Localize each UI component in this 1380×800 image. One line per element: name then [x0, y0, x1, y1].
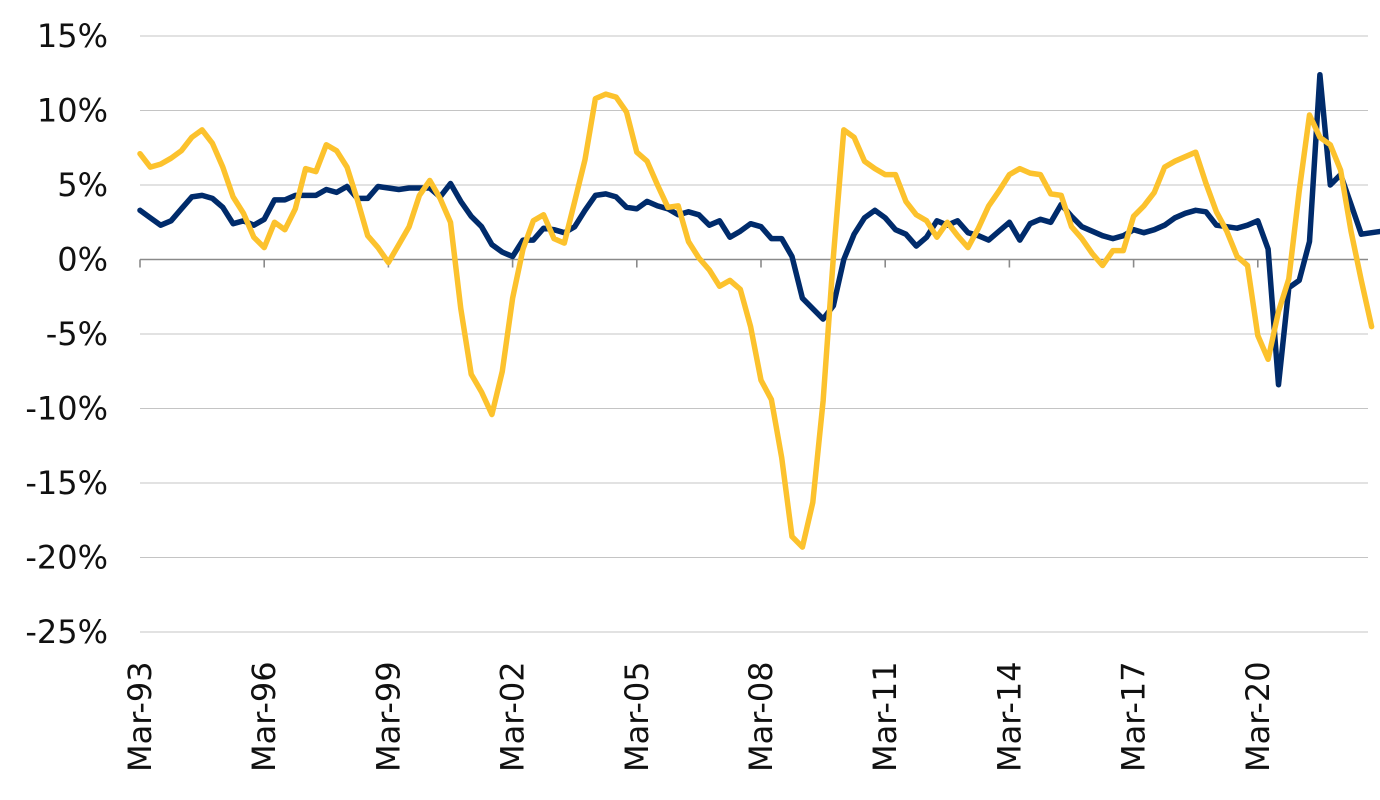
x-tick-label: Mar-02 [494, 661, 532, 772]
series-line-yellow [137, 91, 1375, 550]
y-tick-label: 15% [37, 17, 108, 55]
x-tick-label: Mar-17 [1115, 661, 1153, 772]
y-tick-label: 5% [57, 166, 108, 204]
y-axis-tick-labels: 15% 10% 5% 0% -5% -10% -15% -20% -25% [25, 17, 108, 651]
x-tick-label: Mar-05 [618, 661, 656, 772]
x-tick-label: Mar-14 [990, 661, 1028, 772]
y-tick-label: -5% [46, 315, 108, 353]
x-tick-label: Mar-96 [245, 661, 283, 772]
y-tick-label: 10% [37, 92, 108, 130]
y-tick-label: -10% [25, 390, 108, 428]
x-axis: Mar-93 Mar-96 Mar-99 Mar-02 Mar-05 Mar-08 Mar-… [121, 258, 1368, 772]
x-tick-label: Mar-99 [369, 661, 407, 772]
y-tick-label: -20% [25, 539, 108, 577]
y-tick-label: -15% [25, 464, 108, 502]
x-tick-label: Mar-20 [1239, 661, 1277, 772]
x-tick-label: Mar-93 [121, 661, 159, 772]
x-tick-label: Mar-11 [866, 661, 904, 772]
x-tick-label: Mar-08 [742, 661, 780, 772]
series-line-navy [137, 71, 1380, 388]
series-lines [137, 71, 1380, 550]
y-tick-label: -25% [25, 613, 108, 651]
y-tick-label: 0% [57, 241, 108, 279]
